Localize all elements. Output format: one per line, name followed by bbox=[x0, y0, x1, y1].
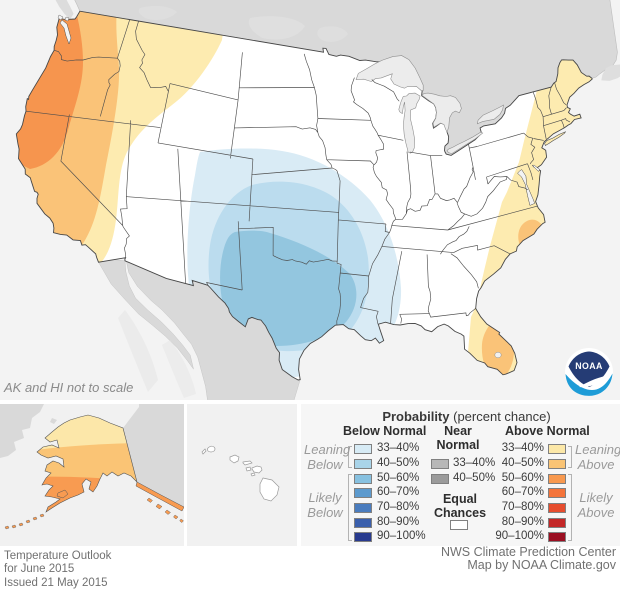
svg-text:NOAA: NOAA bbox=[575, 361, 603, 371]
svg-text:AK and HI not to scale: AK and HI not to scale bbox=[3, 380, 133, 395]
